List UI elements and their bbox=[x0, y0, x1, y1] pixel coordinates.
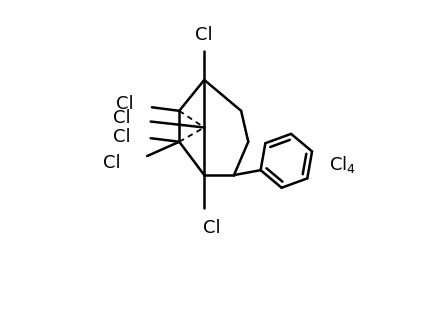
Text: Cl: Cl bbox=[113, 109, 131, 127]
Text: Cl: Cl bbox=[195, 26, 213, 44]
Text: Cl: Cl bbox=[113, 128, 131, 146]
Text: Cl: Cl bbox=[103, 154, 121, 172]
Text: Cl: Cl bbox=[203, 219, 220, 237]
Text: Cl$_4$: Cl$_4$ bbox=[329, 154, 356, 175]
Text: Cl: Cl bbox=[117, 95, 134, 113]
